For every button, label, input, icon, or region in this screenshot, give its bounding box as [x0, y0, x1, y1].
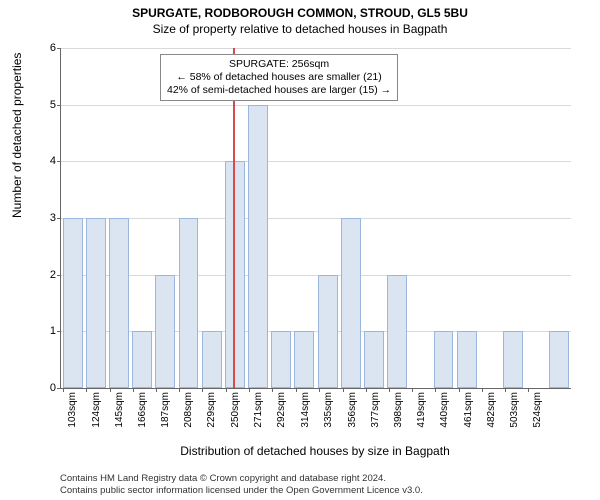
gridline: [61, 48, 571, 49]
bar: [271, 331, 291, 388]
annotation-line1: SPURGATE: 256sqm: [167, 58, 391, 71]
chart-title-address: SPURGATE, RODBOROUGH COMMON, STROUD, GL5…: [0, 0, 600, 20]
x-tick-label: 145sqm: [114, 392, 125, 440]
footer-line2: Contains public sector information licen…: [60, 485, 423, 496]
x-tick-label: 524sqm: [532, 392, 543, 440]
y-tick-label: 1: [26, 325, 56, 337]
x-tick-label: 377sqm: [370, 392, 381, 440]
x-tick-label: 335sqm: [323, 392, 334, 440]
bar: [179, 218, 199, 388]
footer-attribution: Contains HM Land Registry data © Crown c…: [60, 473, 423, 496]
chart-title-subtitle: Size of property relative to detached ho…: [0, 20, 600, 36]
bar: [434, 331, 454, 388]
x-tick-label: 187sqm: [160, 392, 171, 440]
bar: [503, 331, 523, 388]
x-tick-label: 208sqm: [183, 392, 194, 440]
x-tick-label: 503sqm: [509, 392, 520, 440]
bar: [202, 331, 222, 388]
bar: [549, 331, 569, 388]
x-tick-label: 419sqm: [416, 392, 427, 440]
annotation-line3: 42% of semi-detached houses are larger (…: [167, 84, 391, 97]
bar: [109, 218, 129, 388]
bar: [86, 218, 106, 388]
x-axis-label: Distribution of detached houses by size …: [60, 444, 570, 458]
bar: [248, 105, 268, 388]
x-tick-label: 482sqm: [486, 392, 497, 440]
gridline: [61, 161, 571, 162]
bar: [318, 275, 338, 388]
y-tick-label: 3: [26, 212, 56, 224]
footer-line1: Contains HM Land Registry data © Crown c…: [60, 473, 423, 484]
x-tick-label: 124sqm: [91, 392, 102, 440]
bar: [132, 331, 152, 388]
x-tick-label: 271sqm: [253, 392, 264, 440]
x-tick-label: 314sqm: [300, 392, 311, 440]
x-tick-label: 461sqm: [463, 392, 474, 440]
gridline: [61, 105, 571, 106]
y-tick-label: 4: [26, 155, 56, 167]
x-tick-label: 398sqm: [393, 392, 404, 440]
x-tick-label: 103sqm: [67, 392, 78, 440]
gridline: [61, 275, 571, 276]
x-tick-label: 292sqm: [276, 392, 287, 440]
y-tick-label: 5: [26, 99, 56, 111]
annotation-box: SPURGATE: 256sqm ← 58% of detached house…: [160, 54, 398, 101]
x-tick-label: 440sqm: [439, 392, 450, 440]
x-tick-label: 229sqm: [206, 392, 217, 440]
y-tick-label: 0: [26, 382, 56, 394]
bar: [457, 331, 477, 388]
y-tick-label: 2: [26, 269, 56, 281]
y-tick-label: 6: [26, 42, 56, 54]
bar: [387, 275, 407, 388]
annotation-line2: ← 58% of detached houses are smaller (21…: [167, 71, 391, 84]
y-axis-label: Number of detached properties: [10, 53, 24, 218]
bar: [364, 331, 384, 388]
gridline: [61, 218, 571, 219]
bar: [294, 331, 314, 388]
chart-area: SPURGATE: 256sqm ← 58% of detached house…: [60, 48, 570, 418]
x-tick-label: 166sqm: [137, 392, 148, 440]
x-tick-label: 250sqm: [230, 392, 241, 440]
bar: [63, 218, 83, 388]
bar: [155, 275, 175, 388]
x-tick-label: 356sqm: [347, 392, 358, 440]
bar: [341, 218, 361, 388]
